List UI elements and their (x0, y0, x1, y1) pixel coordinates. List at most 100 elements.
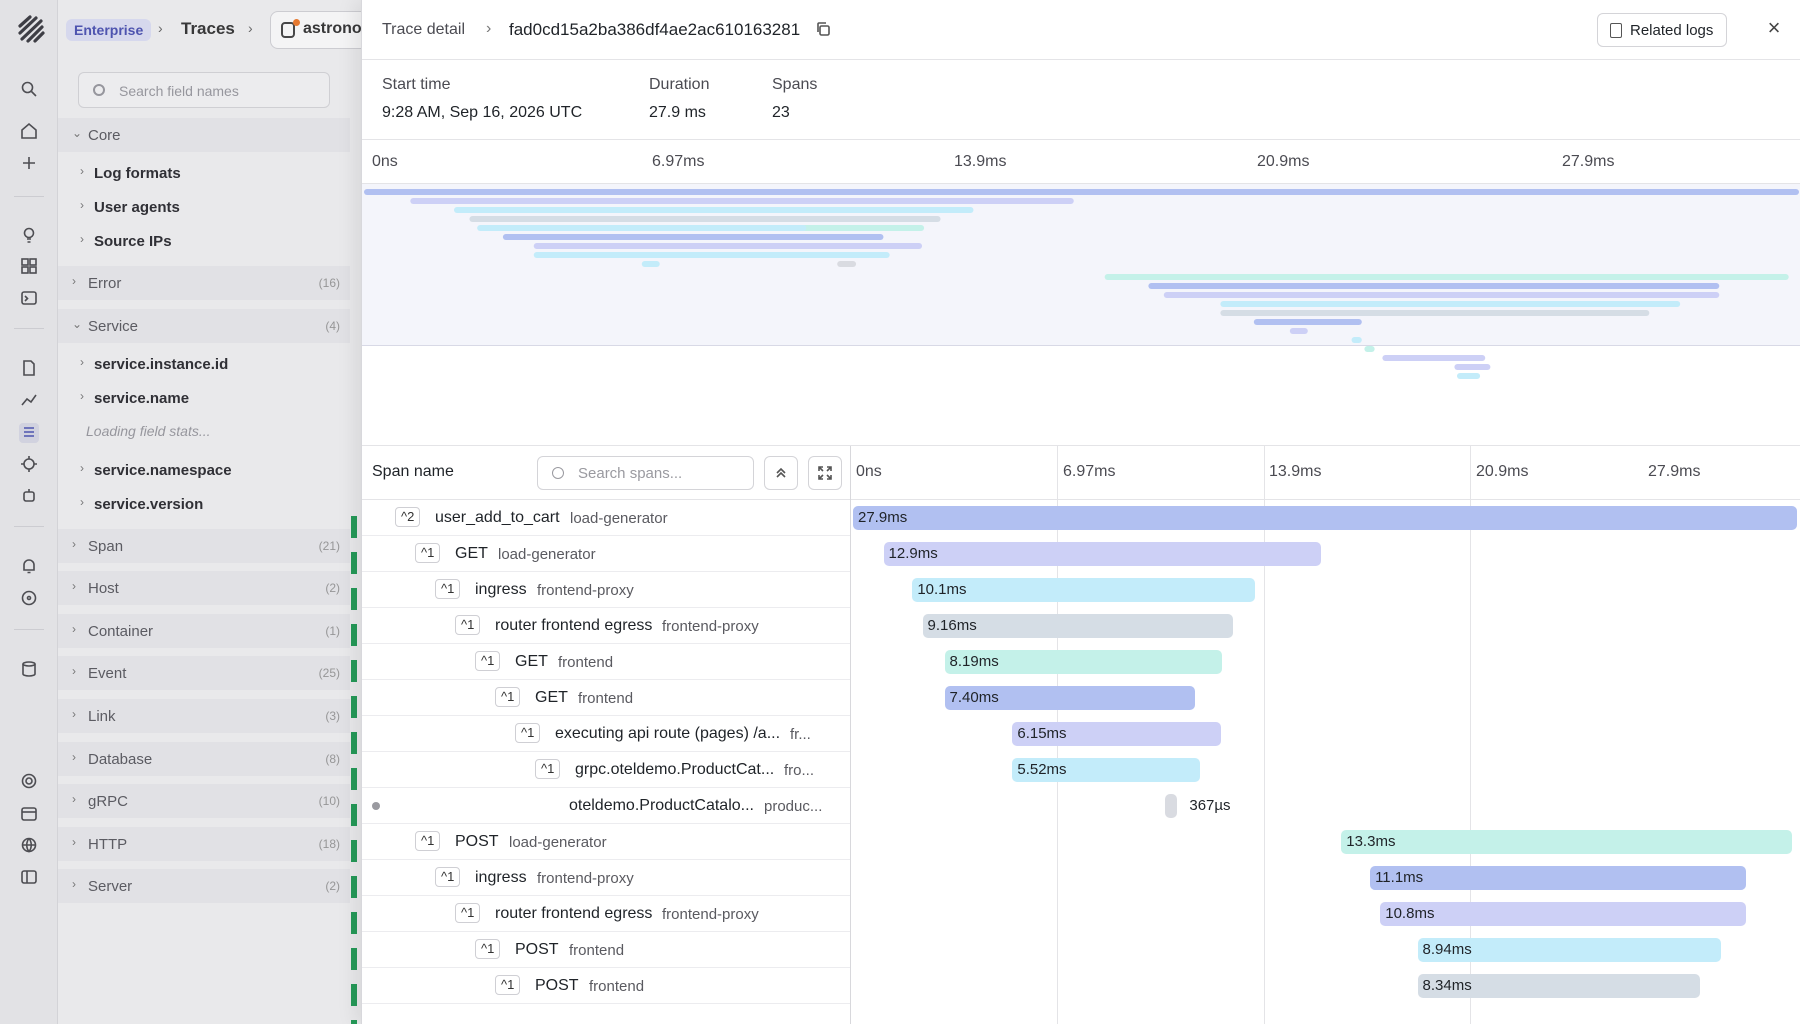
dashboard-icon[interactable] (19, 257, 39, 277)
span-bar[interactable] (944, 650, 1223, 674)
field-group[interactable]: › Container (1) (58, 613, 350, 648)
span-bar[interactable] (944, 686, 1196, 710)
span-collapse-toggle[interactable]: ^1 (495, 975, 521, 995)
field-item[interactable]: › service.version (58, 487, 350, 521)
field-group[interactable]: › Span (21) (58, 528, 350, 563)
home-icon[interactable] (19, 122, 39, 142)
span-row[interactable]: ^1 POST frontend (362, 968, 850, 1004)
trace-minimap[interactable]: 0ns 6.97ms 13.9ms 20.9ms 27.9ms (362, 140, 1800, 446)
field-item[interactable]: › service.namespace (58, 453, 350, 487)
related-logs-button[interactable]: Related logs (1597, 13, 1727, 47)
span-collapse-toggle[interactable]: ^1 (455, 903, 481, 923)
field-item[interactable]: › service.instance.id (58, 347, 350, 381)
field-group[interactable]: › Database (8) (58, 741, 350, 776)
field-group[interactable]: › Server (2) (58, 869, 350, 904)
span-bar[interactable] (1012, 758, 1200, 782)
span-bar[interactable] (1380, 902, 1747, 926)
field-group-count: (18) (318, 836, 340, 851)
field-group[interactable]: › Link (3) (58, 699, 350, 733)
span-bar[interactable] (912, 578, 1255, 602)
database-icon[interactable] (19, 660, 39, 680)
expand-icon[interactable] (808, 456, 842, 490)
span-row[interactable]: ^2 user_add_to_cart load-generator (362, 500, 850, 536)
span-bar[interactable] (853, 506, 1797, 530)
close-icon[interactable]: × (1767, 15, 1781, 40)
chevron-right-icon: › (72, 621, 76, 636)
alert-circle-icon[interactable] (19, 589, 39, 609)
collapse-all-button[interactable] (764, 456, 798, 490)
span-service: frontend-proxy (662, 618, 759, 635)
span-bar[interactable] (1370, 866, 1747, 890)
minimap-span-bar (1220, 310, 1650, 316)
bell-icon[interactable] (19, 557, 39, 577)
pane-divider[interactable] (850, 446, 851, 1024)
terminal-icon[interactable] (19, 289, 39, 309)
plus-icon[interactable] (19, 154, 39, 174)
target-icon[interactable] (19, 455, 39, 475)
span-collapse-toggle[interactable]: ^1 (515, 723, 541, 743)
span-row[interactable]: ^1 POST frontend (362, 932, 850, 968)
span-collapse-toggle[interactable]: ^1 (535, 759, 561, 779)
field-group[interactable]: › gRPC (10) (58, 784, 350, 819)
span-collapse-toggle[interactable]: ^1 (475, 651, 501, 671)
span-bar[interactable] (1417, 974, 1701, 998)
document-icon[interactable] (19, 359, 39, 379)
span-name: router frontend egress (495, 617, 653, 634)
span-collapse-toggle[interactable]: ^1 (475, 939, 501, 959)
field-search-input[interactable]: Search field names (78, 72, 330, 108)
field-item[interactable]: › User agents (58, 190, 350, 224)
span-service: frontend (589, 978, 645, 995)
field-item[interactable]: › Log formats (58, 156, 350, 190)
field-item[interactable]: › service.name (58, 381, 350, 415)
span-bar[interactable] (883, 542, 1321, 566)
span-duration-label: 12.9ms (888, 545, 938, 562)
span-row[interactable]: ^1 ingress frontend-proxy (362, 860, 850, 896)
span-collapse-toggle[interactable]: ^1 (435, 579, 461, 599)
span-bar[interactable] (1341, 830, 1793, 854)
field-group[interactable]: › Event (25) (58, 656, 350, 691)
span-row[interactable]: ^1 router frontend egress frontend-proxy (362, 896, 850, 932)
chevron-right-icon: › (80, 164, 84, 178)
span-collapse-toggle[interactable]: ^1 (415, 543, 441, 563)
field-group[interactable]: › Error (16) (58, 266, 350, 300)
field-group[interactable]: ⌄ Service (4) (58, 308, 350, 343)
span-collapse-toggle[interactable]: ^1 (415, 831, 441, 851)
span-collapse-toggle[interactable]: ^1 (455, 615, 481, 635)
span-bar[interactable] (1164, 794, 1178, 818)
span-row[interactable]: ^1 GET load-generator (362, 536, 850, 572)
span-row[interactable]: oteldemo.ProductCatalo... produc... (362, 788, 850, 824)
span-collapse-toggle[interactable]: ^1 (495, 687, 521, 707)
globe-icon[interactable] (19, 836, 39, 856)
field-item[interactable]: › Source IPs (58, 224, 350, 258)
span-collapse-toggle[interactable]: ^2 (395, 507, 421, 527)
span-row[interactable]: ^1 POST load-generator (362, 824, 850, 860)
span-service: frontend-proxy (662, 906, 759, 923)
span-row[interactable]: ^1 GET frontend (362, 644, 850, 680)
field-group-count: (1) (325, 623, 340, 638)
field-group-label: Host (88, 580, 119, 598)
copy-icon[interactable] (815, 21, 831, 37)
search-icon[interactable] (19, 80, 39, 100)
span-bar[interactable] (1417, 938, 1721, 962)
field-group[interactable]: › Host (2) (58, 571, 350, 606)
span-bar[interactable] (922, 614, 1234, 638)
lightbulb-icon[interactable] (19, 226, 39, 246)
span-row[interactable]: ^1 grpc.oteldemo.ProductCat... fro... (362, 752, 850, 788)
span-collapse-toggle[interactable]: ^1 (435, 867, 461, 887)
sidebar-toggle-icon[interactable] (19, 868, 39, 888)
field-group-label: Server (88, 878, 133, 896)
span-search-input[interactable]: Search spans... (537, 456, 754, 490)
settings-icon[interactable] (19, 772, 39, 792)
chart-line-icon[interactable] (19, 391, 39, 411)
span-row[interactable]: ^1 ingress frontend-proxy (362, 572, 850, 608)
field-group[interactable]: › HTTP (18) (58, 826, 350, 861)
traces-icon[interactable] (19, 423, 39, 443)
calendar-icon[interactable] (19, 804, 39, 824)
field-group[interactable]: ⌄ Core (58, 118, 350, 152)
breadcrumb-traces[interactable]: Traces (181, 19, 235, 38)
span-row[interactable]: ^1 GET frontend (362, 680, 850, 716)
span-row[interactable]: ^1 executing api route (pages) /a... fr... (362, 716, 850, 752)
span-bar[interactable] (1012, 722, 1221, 746)
robot-icon[interactable] (19, 487, 39, 507)
span-row[interactable]: ^1 router frontend egress frontend-proxy (362, 608, 850, 644)
